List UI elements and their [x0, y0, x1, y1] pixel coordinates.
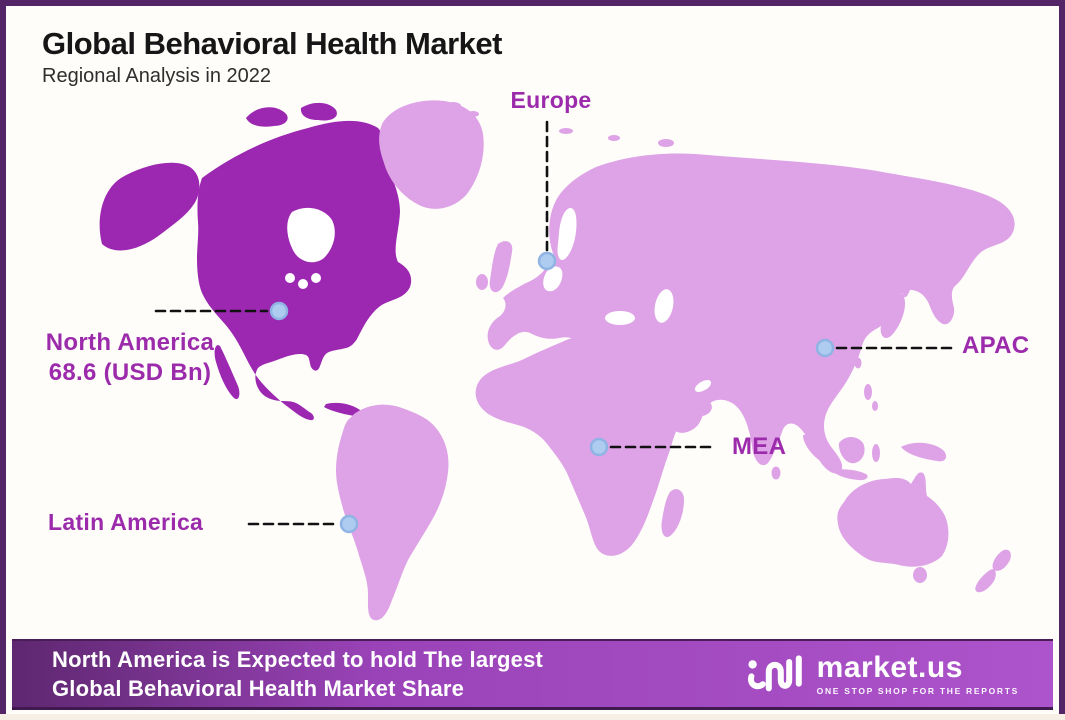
page-title: Global Behavioral Health Market: [42, 26, 502, 61]
region-oceania-shape: [837, 472, 1011, 593]
madagascar-shape: [661, 489, 684, 538]
persian-gulf-shape: [694, 380, 712, 392]
eurasia-mainland-shape: [487, 153, 1015, 474]
hudson-bay-shape: [287, 207, 335, 263]
brand-logo: market.us ONE STOP SHOP FOR THE REPORTS: [746, 650, 1019, 698]
caspian-sea-shape: [654, 289, 674, 323]
baltic-sea-shape: [543, 266, 563, 292]
header: Global Behavioral Health Market Regional…: [42, 26, 502, 88]
new-guinea-shape: [901, 442, 947, 462]
marketus-logo-icon: [746, 650, 806, 698]
page-subtitle: Regional Analysis in 2022: [42, 64, 272, 87]
marker-north-america: [269, 301, 289, 321]
leader-lines: [154, 120, 955, 526]
label-apac: APAC: [962, 332, 1030, 359]
region-eurasia-shape: [476, 153, 1015, 481]
philippines-shape: [872, 401, 878, 411]
baja-california-shape: [214, 345, 240, 400]
label-mea: MEA: [732, 433, 787, 460]
alaska-shape: [99, 162, 200, 251]
uk-shape: [489, 241, 513, 293]
caribbean-islands-shape: [324, 402, 376, 423]
philippines-shape: [864, 384, 872, 400]
footer-note: North America is Expected to hold The la…: [52, 645, 543, 703]
great-lakes-shape: [298, 279, 308, 289]
java-shape: [832, 469, 868, 481]
sri-lanka-shape: [771, 466, 781, 480]
japan-shape: [880, 292, 905, 339]
label-north-america-value: 68.6 (USD Bn): [48, 359, 212, 386]
map-markers: [269, 251, 835, 534]
footer-note-line2: Global Behavioral Health Market Share: [52, 676, 465, 701]
greenland-shape: [379, 100, 484, 209]
marker-apac: [815, 338, 835, 358]
label-europe: Europe: [510, 87, 592, 113]
region-north-america-shape: [99, 102, 412, 423]
tasmania-shape: [913, 567, 927, 583]
world-map: [99, 100, 1015, 621]
sumatra-shape: [803, 434, 832, 464]
arctic-islets-shape: [445, 102, 674, 147]
label-north-america: North America 68.6 (USD Bn): [46, 328, 214, 388]
sulawesi-shape: [872, 444, 880, 462]
label-north-america-name: North America: [45, 329, 215, 356]
australia-shape: [837, 472, 949, 567]
brand-name: market.us: [816, 650, 963, 684]
brand-text: market.us ONE STOP SHOP FOR THE REPORTS: [816, 650, 1019, 696]
brand-tagline: ONE STOP SHOP FOR THE REPORTS: [816, 685, 1019, 696]
hokkaido-shape: [897, 283, 905, 291]
marker-europe: [537, 251, 557, 271]
marker-latin-america: [339, 514, 359, 534]
marker-mea: [589, 437, 609, 457]
ireland-shape: [476, 274, 488, 290]
footer-banner: North America is Expected to hold The la…: [12, 639, 1053, 710]
north-america-mainland-shape: [197, 120, 412, 421]
black-sea-shape: [605, 311, 635, 325]
new-zealand-shape: [975, 549, 1011, 593]
gulf-of-bothnia-shape: [557, 207, 577, 261]
hainan-shape: [837, 376, 845, 384]
great-lakes-shape: [285, 273, 295, 283]
taiwan-shape: [854, 357, 862, 369]
label-latin-america: Latin America: [48, 509, 204, 535]
great-lakes-shape: [311, 273, 321, 283]
region-south-america-shape: [336, 404, 449, 621]
arctic-islands-shape: [246, 102, 337, 127]
borneo-shape: [838, 437, 865, 464]
footer-note-line1: North America is Expected to hold The la…: [52, 647, 544, 672]
